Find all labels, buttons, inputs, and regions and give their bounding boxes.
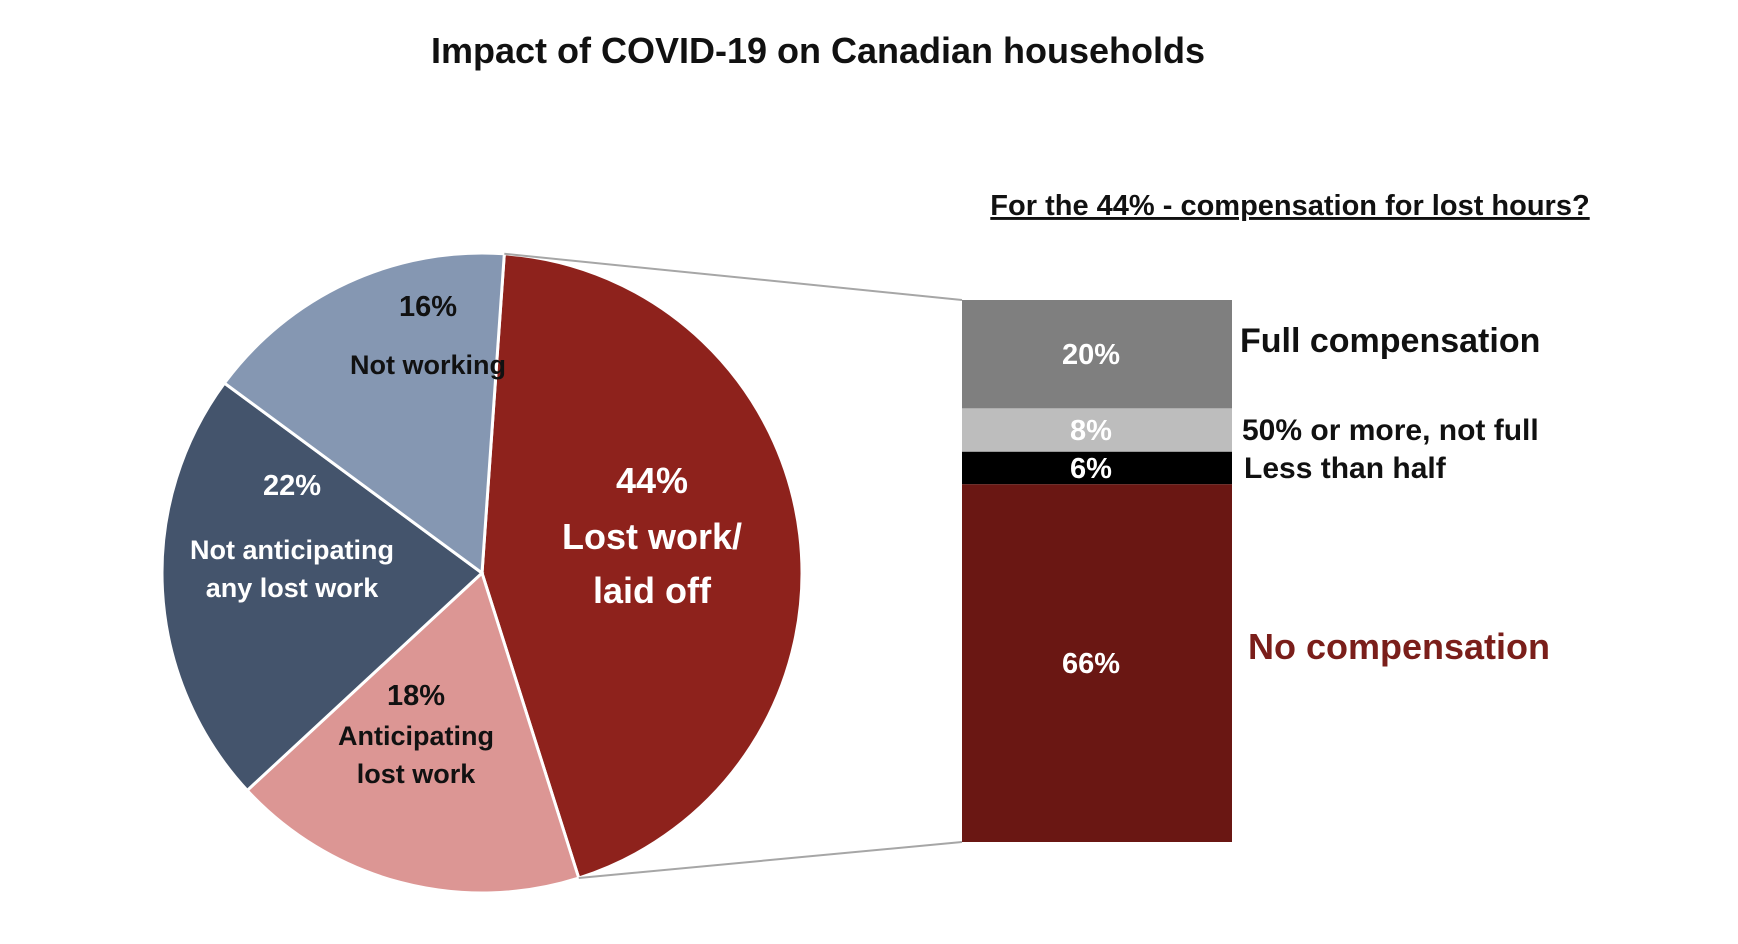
bar-segment-no-compensation: [962, 484, 1232, 842]
bar-segment-50-or-more-not-full: [962, 408, 1232, 452]
connector-line-top: [504, 252, 963, 301]
bar-segment-full-compensation: [962, 300, 1232, 409]
bar-value-label-full-compensation: 20%: [1062, 339, 1120, 371]
bar-category-label-full-compensation: Full compensation: [1240, 322, 1540, 360]
pie-category-label-lost-work-laid-off-line-2: laid off: [593, 570, 712, 611]
connector-line-bottom: [578, 841, 963, 880]
pie-category-label-not-anticipating-any-lost-work-line-2: any lost work: [206, 573, 380, 603]
bar-value-label-less-than-half: 6%: [1070, 453, 1112, 485]
bar-category-label-50-or-more-not-full: 50% or more, not full: [1242, 414, 1539, 447]
pie-slice-anticipating-lost-work: [245, 570, 581, 895]
pie-category-label-lost-work-laid-off-line-1: Lost work/: [562, 516, 742, 557]
bar-category-label-no-compensation: No compensation: [1248, 626, 1550, 667]
pie-value-label-anticipating-lost-work: 18%: [387, 680, 445, 712]
pie-slice-lost-work-laid-off: [480, 252, 804, 880]
pie-bar-connectors: [504, 252, 963, 880]
pie-slice-not-working: [222, 251, 506, 576]
pie-category-label-anticipating-lost-work-line-1: Anticipating: [338, 721, 494, 751]
pie-category-label-anticipating-lost-work-line-2: lost work: [357, 759, 477, 789]
stacked-bar-chart: 20% Full compensation 8% 50% or more, not f…: [962, 300, 1550, 842]
pie-category-label-not-anticipating-any-lost-work-line-1: Not anticipating: [190, 535, 394, 565]
chart-title: Impact of COVID-19 on Canadian household…: [431, 30, 1205, 71]
pie-value-label-lost-work-laid-off: 44%: [616, 460, 688, 501]
bar-value-label-50-or-more-not-full: 8%: [1070, 415, 1112, 447]
bar-category-label-less-than-half: Less than half: [1244, 452, 1447, 485]
bar-subtitle: For the 44% - compensation for lost hour…: [990, 190, 1589, 222]
pie-slice-not-anticipating-any-lost-work: [160, 381, 485, 793]
bar-segment-less-than-half: [962, 451, 1232, 485]
pie-value-label-not-working: 16%: [399, 291, 457, 323]
bar-value-label-no-compensation: 66%: [1062, 648, 1120, 680]
pie-category-label-not-working-line-1: Not working: [350, 350, 506, 380]
pie-chart: 44% Lost work/laid off 18% Anticipating lost…: [160, 251, 804, 895]
pie-value-label-not-anticipating-any-lost-work: 22%: [263, 470, 321, 502]
